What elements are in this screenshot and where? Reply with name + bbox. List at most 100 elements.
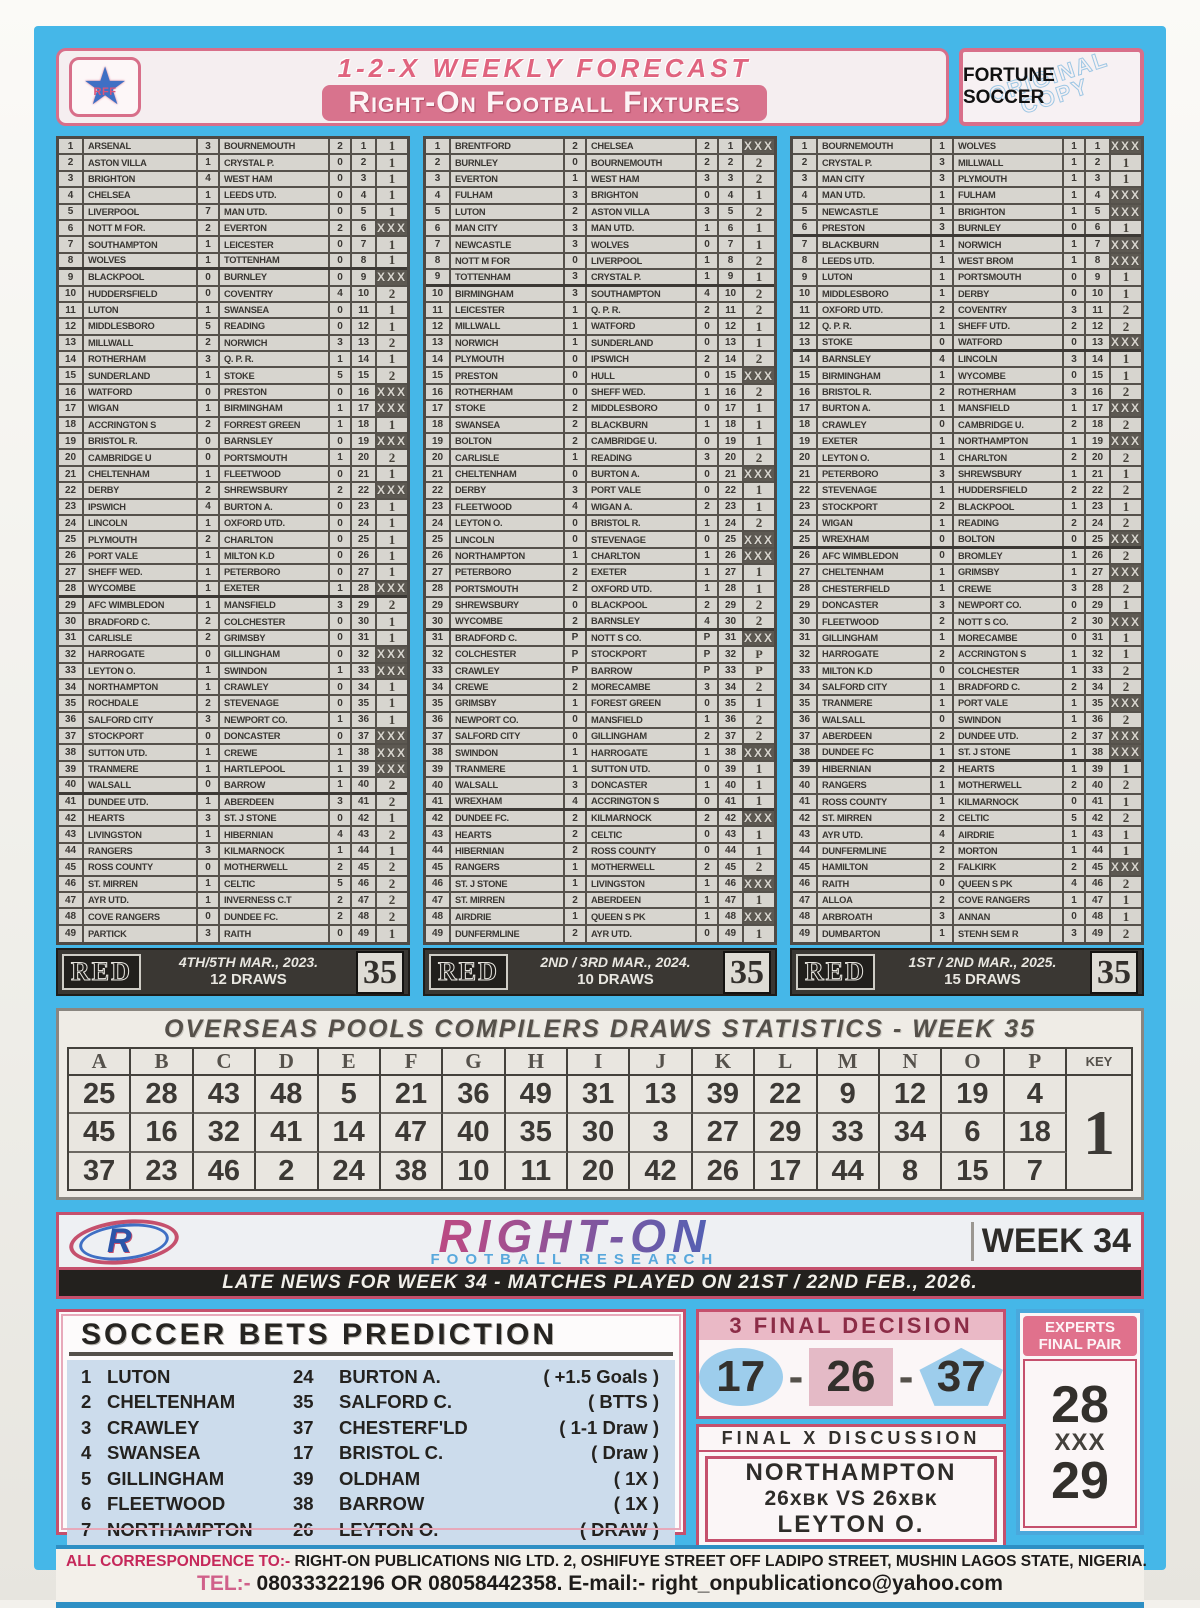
result-mark: 2: [1122, 925, 1130, 941]
result-mark: 1: [1122, 499, 1130, 514]
fixture-number-repeat: 17: [352, 401, 377, 416]
fixture-row: 10 MIDDLESBORO 1 DERBY 0 10 1: [793, 286, 1141, 303]
home-score: 1: [932, 270, 954, 285]
away-team: SHEFF UTD.: [954, 319, 1064, 334]
fixture-number: 1: [426, 139, 451, 154]
home-score: 3: [932, 171, 954, 187]
stats-value: 16: [131, 1114, 194, 1153]
away-team: COLCHESTER: [954, 663, 1064, 678]
fixture-number-repeat: 37: [719, 729, 744, 744]
away-score: 2: [330, 483, 352, 498]
fixture-row: 2 ASTON VILLA 1 CRYSTAL P. 0 2 1: [59, 155, 407, 172]
fixture-row: 41 DUNDEE UTD. 1 ABERDEEN 3 41 2: [59, 794, 407, 812]
home-score: 1: [932, 745, 954, 759]
stats-value: 42: [630, 1152, 693, 1189]
fixture-row: 36 NEWPORT CO. 0 MANSFIELD 1 36 2: [426, 712, 774, 730]
away-team: DUNDEE UTD.: [954, 729, 1064, 744]
away-team: COLCHESTER: [220, 614, 330, 629]
fixture-number-repeat: 46: [1086, 876, 1111, 891]
bet-row: 5 GILLINGHAM 39 OLDHAM ( 1X ): [81, 1466, 665, 1492]
away-team: MORTON: [954, 843, 1064, 859]
away-score: 3: [697, 171, 719, 187]
stats-column-header: B: [131, 1049, 194, 1077]
fixture-row: 12 MIDDLESBORO 5 READING 0 12 1: [59, 319, 407, 336]
result-mark: 1: [755, 565, 763, 580]
dash: -: [898, 1351, 914, 1401]
result-mark: 1: [388, 696, 396, 711]
stats-value: 19: [942, 1076, 1005, 1115]
away-team: PORTSMOUTH: [220, 450, 330, 465]
fixture-row: 1 ARSENAL 3 BOURNEMOUTH 2 1 1: [59, 139, 407, 156]
fixture-number-repeat: 1: [352, 139, 377, 154]
away-score: 1: [697, 745, 719, 760]
fixture-row: 16 WATFORD 0 PRESTON 0 16 XXX: [59, 384, 407, 402]
stats-value: 12: [879, 1076, 943, 1115]
away-score: 0: [330, 384, 352, 400]
fixture-column-1: 1 ARSENAL 3 BOURNEMOUTH 2 1 1 2 ASTON VILLA 1 CRYS…: [56, 136, 410, 997]
fixture-table: 1 BRENTFORD 2 CHELSEA 2 1 XXX 2 BURNLEY 0 BOURNEMO…: [423, 136, 777, 946]
home-score: 1: [932, 679, 954, 695]
bet-number: 4: [81, 1442, 92, 1464]
home-team: ROTHERHAM: [451, 384, 565, 400]
home-team: ABERDEEN: [818, 729, 932, 744]
home-score: 0: [932, 335, 954, 350]
fortune-soccer-label: FORTUNE SOCCER: [963, 65, 1055, 108]
fixture-row: 24 WIGAN 1 READING 2 24 2: [793, 515, 1141, 533]
stats-value: 7: [1005, 1152, 1067, 1189]
result-mark: 1: [388, 417, 396, 432]
away-score: 0: [697, 335, 719, 351]
experts-pair-bottom: 29: [1051, 1451, 1109, 1510]
stats-column-header: H: [505, 1049, 568, 1077]
bet-team-2: LEYTON O.: [339, 1518, 439, 1540]
result-mark: 1: [755, 417, 763, 432]
correspondence-footer: ALL CORRESPONDENCE TO:- RIGHT-ON PUBLICA…: [56, 1544, 1147, 1608]
away-team: KILMARNOCK: [220, 843, 330, 859]
away-score: 1: [1064, 696, 1086, 711]
home-team: STEVENAGE: [818, 483, 932, 498]
correspondence-address: ALL CORRESPONDENCE TO:- RIGHT-ON PUBLICA…: [66, 1552, 1147, 1570]
home-score: 3: [565, 270, 587, 284]
away-team: GRIMSBY: [954, 565, 1064, 580]
home-team: ROSS COUNTY: [84, 860, 198, 875]
away-team: CAMBRIDGE U.: [587, 434, 697, 449]
home-team: FLEETWOOD: [818, 614, 932, 629]
away-team: ROSS COUNTY: [587, 843, 697, 859]
away-team: CELTIC: [954, 811, 1064, 826]
fixture-number: 29: [59, 597, 84, 613]
fixture-row: 35 TRANMERE 1 PORT VALE 1 35 XXX: [793, 696, 1141, 713]
away-team: BURNLEY: [220, 270, 330, 285]
home-team: WYCOMBE: [451, 614, 565, 628]
away-score: 1: [697, 778, 719, 793]
home-team: MILLWALL: [451, 319, 565, 334]
result-mark: 1: [755, 319, 763, 334]
experts-final-pair-panel: EXPERTS FINAL PAIR 28 XXX 29: [1016, 1308, 1144, 1535]
home-team: FLEETWOOD: [451, 499, 565, 514]
home-score: 0: [198, 778, 220, 792]
away-score: 1: [1064, 434, 1086, 449]
fixture-row: 8 WOLVES 1 TOTTENHAM 0 8 1: [59, 253, 407, 271]
fixture-number: 48: [426, 909, 451, 924]
fixture-number-repeat: 27: [719, 565, 744, 580]
home-score: 0: [565, 368, 587, 383]
home-score: 3: [198, 843, 220, 859]
away-team: MANSFIELD: [220, 597, 330, 613]
bet-row: 1 LUTON 24 BURTON A. ( +1.5 Goals ): [81, 1364, 665, 1390]
column-footer: RED 2ND / 3RD MAR., 2024. 10 DRAWS 35: [423, 948, 777, 997]
bet-team-2: BRISTOL C.: [339, 1442, 444, 1464]
home-team: ROCHDALE: [84, 696, 198, 711]
fixture-number: 33: [793, 663, 818, 678]
fixture-number-repeat: 36: [352, 712, 377, 728]
result-mark: 2: [755, 253, 763, 268]
fixture-row: 40 WALSALL 0 BARROW 1 40 2: [59, 778, 407, 795]
fixture-number-repeat: 29: [719, 597, 744, 613]
away-team: CHARLTON: [220, 532, 330, 547]
home-score: 0: [198, 729, 220, 744]
home-team: HUDDERSFIELD: [84, 286, 198, 301]
away-score: 0: [1064, 597, 1086, 613]
fixture-number-repeat: 48: [719, 909, 744, 924]
fixture-row: 26 AFC WIMBLEDON 0 BROMLEY 1 26 2: [793, 548, 1141, 566]
result-mark: 1: [388, 532, 396, 547]
home-team: BRIGHTON: [84, 171, 198, 187]
stats-value: 39: [692, 1076, 756, 1115]
fixture-number: 25: [59, 532, 84, 547]
